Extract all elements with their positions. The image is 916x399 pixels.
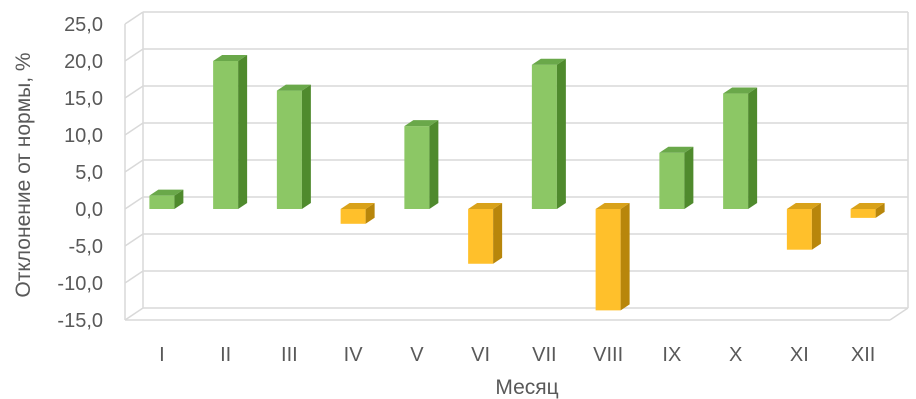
gridline-depth — [124, 122, 144, 136]
y-axis-ticks: 25,0 20,0 15,0 10,0 5,0 0,0 -5,0 -10,0 -15,0 — [57, 14, 103, 332]
gridline-depth — [124, 307, 144, 321]
bar-side — [238, 55, 248, 209]
bar-top — [468, 203, 503, 209]
bar-front — [468, 209, 494, 264]
x-category-label: VIII — [593, 344, 623, 366]
x-category-label: VI — [471, 344, 490, 366]
x-axis-categories: I II III IV V VI VII VIII IX X XI XII — [159, 344, 875, 366]
x-axis-title: Месяц — [495, 376, 558, 399]
bar-front — [531, 64, 557, 209]
bar-front — [149, 195, 175, 209]
bar-side — [684, 146, 694, 209]
x-category-label: X — [729, 344, 742, 366]
bar — [149, 189, 184, 209]
x-category-label: IX — [662, 344, 681, 366]
bar-top — [531, 58, 566, 65]
bar-side — [429, 120, 439, 209]
bar-top — [213, 55, 248, 61]
bar-front — [659, 152, 685, 209]
bar-front — [276, 90, 302, 209]
bar-top — [850, 203, 885, 209]
bar-front — [340, 209, 366, 224]
grid — [124, 11, 909, 321]
gridline-depth — [124, 159, 144, 173]
y-tick-label: -5,0 — [69, 236, 103, 258]
bar-top — [595, 203, 630, 209]
y-tick-label: 25,0 — [64, 14, 103, 36]
x-category-label: VII — [532, 344, 556, 366]
bar — [659, 146, 694, 209]
bar-top — [340, 203, 375, 209]
bar — [531, 58, 566, 210]
bar-front — [850, 209, 876, 218]
y-tick-label: 10,0 — [64, 125, 103, 147]
bar — [468, 203, 503, 264]
bar-top — [723, 87, 758, 94]
gridline-depth — [124, 11, 144, 25]
bar — [723, 87, 758, 209]
x-category-label: I — [159, 344, 165, 366]
bar-top — [786, 203, 821, 209]
bar-side — [811, 203, 821, 250]
bar-front — [723, 93, 749, 209]
x-category-label: V — [410, 344, 424, 366]
gridline-depth — [124, 48, 144, 62]
bar — [340, 203, 375, 224]
x-category-label: XII — [851, 344, 875, 366]
bar-side — [620, 203, 630, 311]
bar-side — [174, 189, 184, 209]
gridline-depth — [124, 270, 144, 284]
bar — [276, 84, 311, 209]
bar-top — [149, 189, 184, 196]
gridline-depth — [124, 196, 144, 210]
bar — [850, 203, 885, 218]
bar — [595, 203, 630, 311]
bar-front — [595, 209, 621, 311]
y-tick-label: -10,0 — [57, 273, 103, 295]
bar-front — [786, 209, 812, 250]
gridline-depth — [124, 233, 144, 247]
y-tick-label: 20,0 — [64, 51, 103, 73]
floor-right-edge — [889, 307, 909, 321]
gridline-depth — [124, 85, 144, 99]
x-category-label: II — [220, 344, 231, 366]
y-tick-label: 0,0 — [75, 199, 103, 221]
y-tick-label: 5,0 — [75, 162, 103, 184]
bar-side — [301, 84, 311, 209]
bar-front — [404, 126, 430, 209]
bar-top — [659, 146, 694, 153]
bar — [404, 120, 439, 209]
bar-side — [748, 87, 758, 209]
bar-top — [276, 84, 311, 91]
y-tick-label: -15,0 — [57, 310, 103, 332]
bars — [149, 55, 885, 311]
bar-side — [875, 203, 885, 218]
y-tick-label: 15,0 — [64, 88, 103, 110]
bar-side — [493, 203, 503, 264]
bar-top — [404, 120, 439, 127]
x-category-label: IV — [344, 344, 364, 366]
x-category-label: XI — [790, 344, 809, 366]
bar-side — [365, 203, 375, 224]
bar — [213, 55, 248, 209]
bar — [786, 203, 821, 250]
x-category-label: III — [281, 344, 298, 366]
bar-side — [556, 58, 566, 210]
bar-front — [213, 61, 239, 209]
y-axis-title: Отклонение от нормы, % — [12, 52, 35, 297]
